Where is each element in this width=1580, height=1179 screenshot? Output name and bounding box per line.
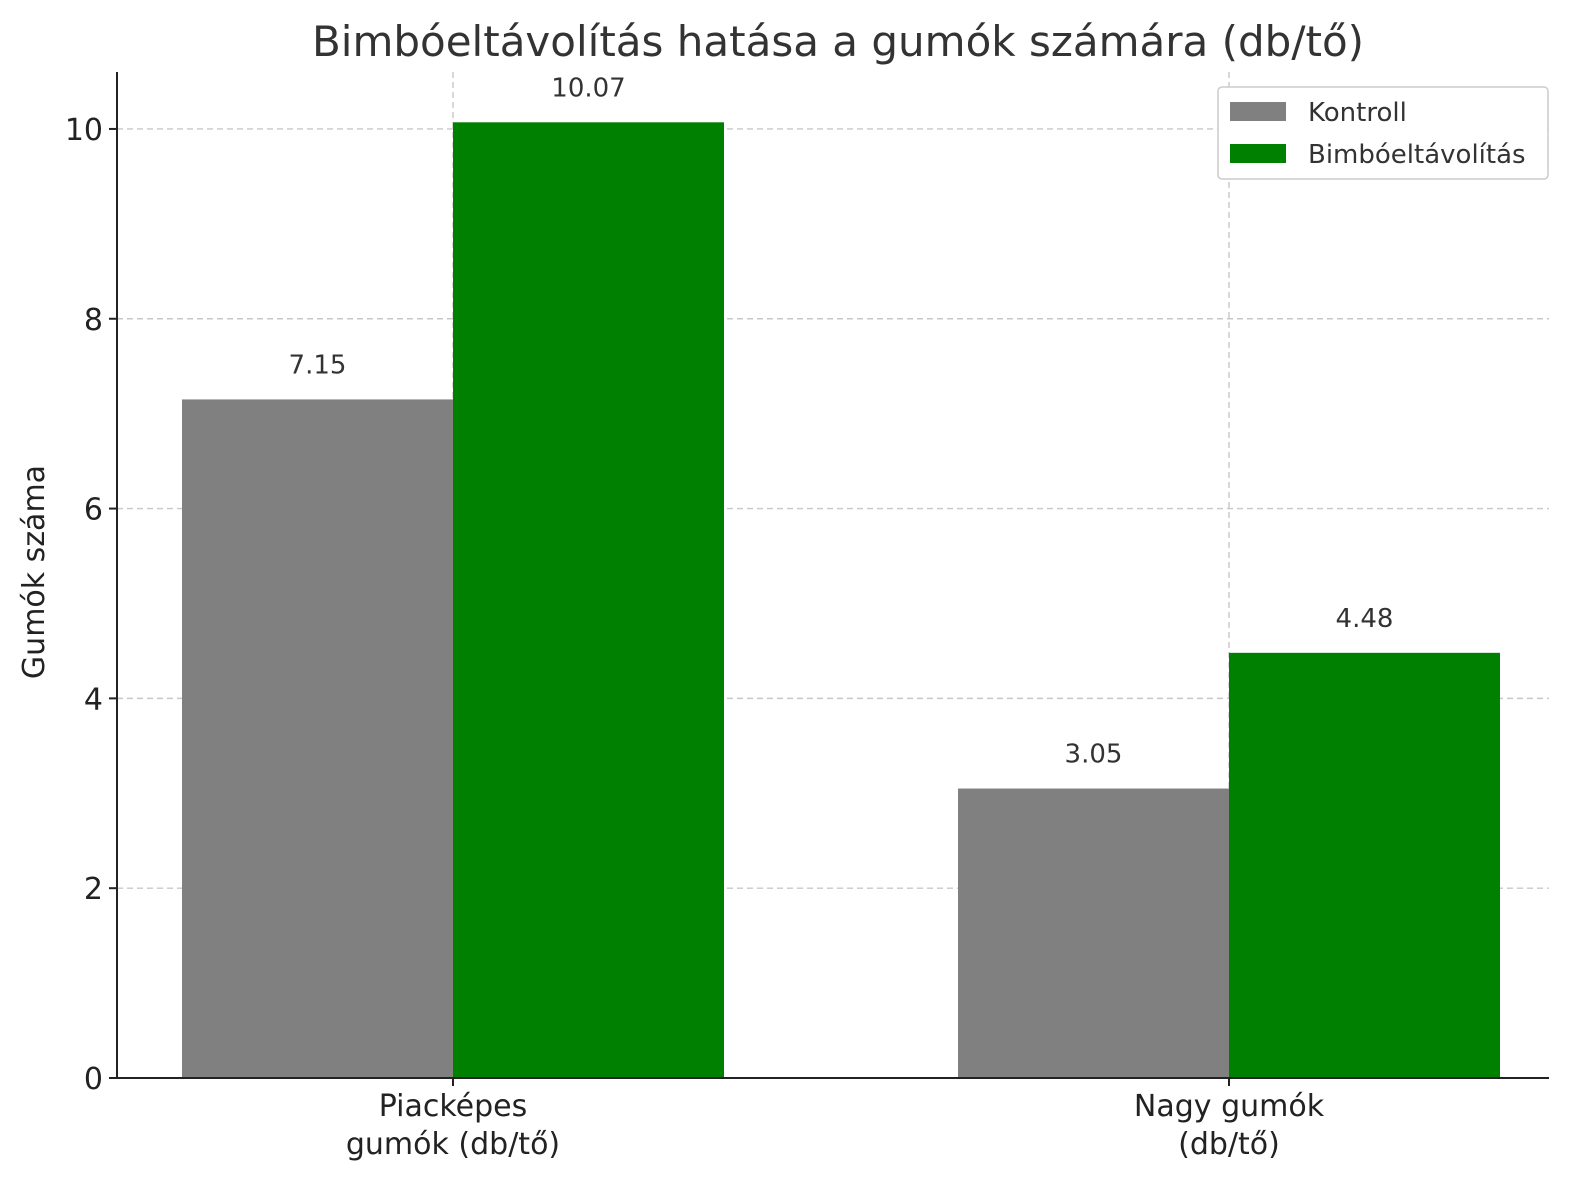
bar-value-label: 7.15 (289, 350, 347, 380)
value-labels: 7.15 3.05 10.07 4.48 (289, 73, 1394, 769)
bars (182, 122, 1500, 1079)
x-tick-label: (db/tő) (1178, 1127, 1280, 1162)
legend-swatch (1230, 144, 1286, 163)
legend-swatch (1230, 102, 1286, 121)
bar-bimb-elt-vol-t-s-0 (453, 122, 724, 1079)
chart-title: Bimbóeltávolítás hatása a gumók számára … (312, 17, 1364, 66)
y-tick-label: 8 (84, 303, 103, 338)
y-tick-label: 4 (84, 682, 103, 717)
bar-value-label: 4.48 (1336, 604, 1394, 634)
y-tick-label: 0 (84, 1062, 103, 1097)
y-axis-label: Gumók száma (17, 465, 52, 679)
legend-label: Bimbóeltávolítás (1308, 140, 1526, 170)
x-tick-label: Nagy gumók (1134, 1089, 1325, 1124)
y-tick-label: 2 (84, 872, 103, 907)
legend-frame (1217, 86, 1549, 180)
bar-bimb-elt-vol-t-s-1 (1229, 652, 1500, 1078)
legend: Kontroll Bimbóeltávolítás (1217, 86, 1549, 180)
bar-kontroll-1 (958, 788, 1229, 1078)
bar-value-label: 3.05 (1065, 740, 1123, 770)
x-tick-label: gumók (db/tő) (346, 1127, 560, 1162)
x-tick-label: Piacképes (379, 1089, 528, 1124)
bar-kontroll-0 (182, 399, 453, 1078)
y-tick-label: 10 (65, 113, 103, 148)
bar-value-label: 10.07 (551, 73, 625, 103)
y-tick-label: 6 (84, 493, 103, 528)
legend-label: Kontroll (1308, 98, 1407, 128)
